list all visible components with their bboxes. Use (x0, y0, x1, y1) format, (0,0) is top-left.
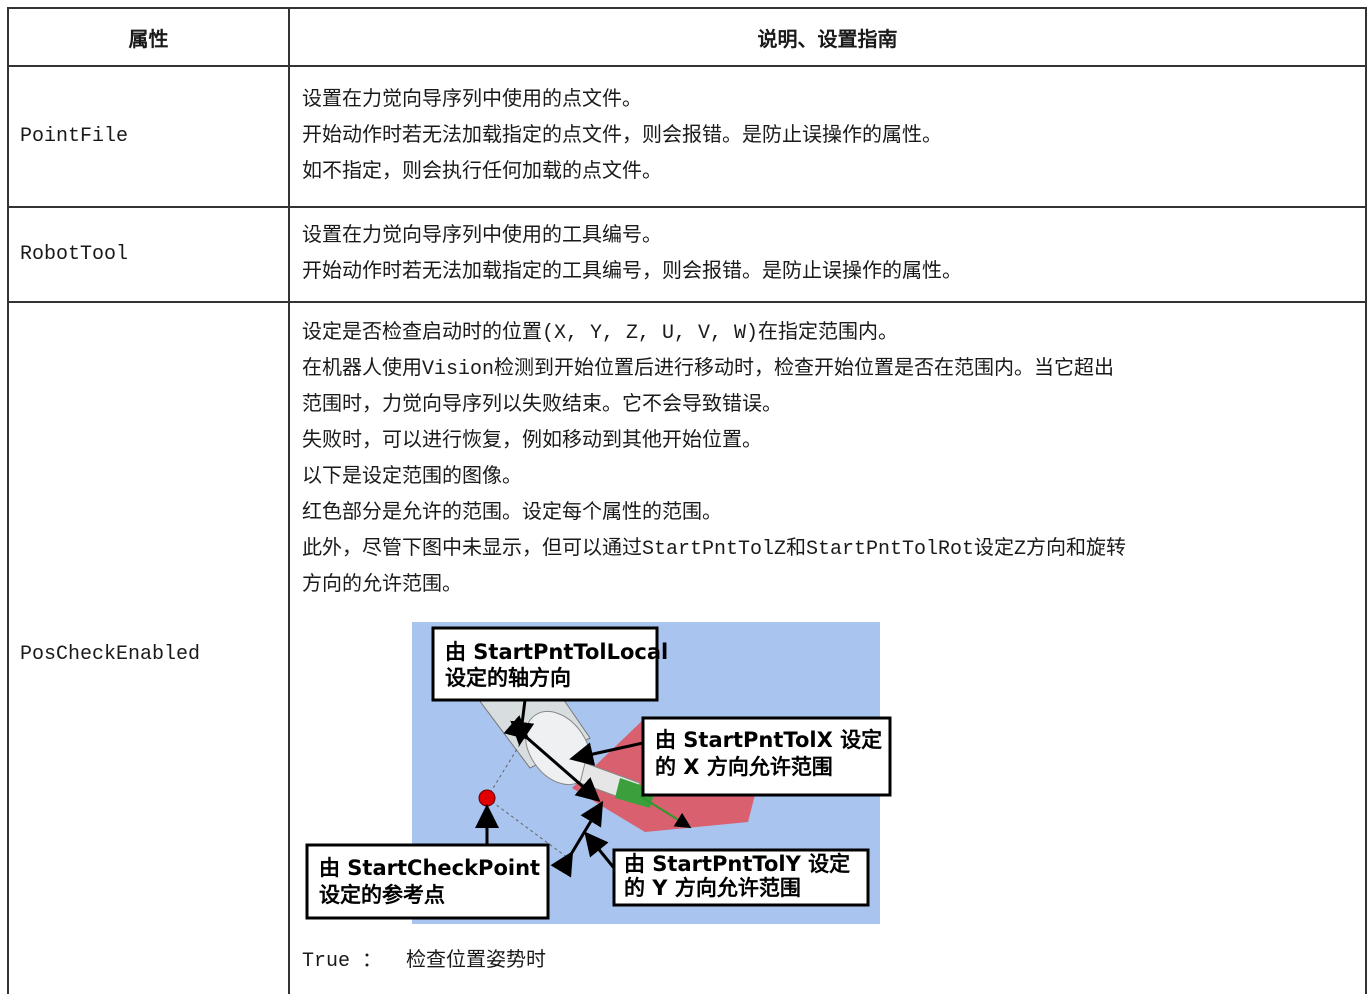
callout-text: 由 StartPntTolX 设定 (655, 728, 882, 752)
reference-point (478, 789, 496, 807)
description-line: 设定是否检查启动时的位置(X, Y, Z, U, V, W)在指定范围内。 (302, 322, 899, 345)
callout-text: 设定的参考点 (319, 883, 445, 907)
header-cell: 说明、设置指南 (288, 7, 1367, 67)
callout-box (612, 848, 870, 907)
description: 设定是否检查启动时的位置(X, Y, Z, U, V, W)在指定范围内。在机器… (302, 316, 1364, 604)
description-line: 开始动作时若无法加载指定的点文件，则会报错。是防止误操作的属性。 (302, 124, 942, 148)
description-line: 如不指定，则会执行任何加载的点文件。 (302, 160, 662, 184)
callout-box (641, 716, 892, 797)
callout-arrow (569, 741, 644, 766)
description-line: 设置在力觉向导序列中使用的工具编号。 (302, 224, 662, 248)
callout-text: 设定的轴方向 (445, 666, 571, 690)
range-figure: 由 StartPntTolLocal 设定的轴方向 由 StartPntTolX… (305, 622, 892, 924)
table-row: PointFile 设置在力觉向导序列中使用的点文件。开始动作时若无法加载指定的… (7, 65, 1367, 208)
description-cell: 设置在力觉向导序列中使用的工具编号。开始动作时若无法加载指定的工具编号，则会报错… (288, 206, 1367, 303)
description-line: 在机器人使用Vision检测到开始位置后进行移动时，检查开始位置是否在范围内。当… (302, 358, 1115, 381)
description-line: 失败时，可以进行恢复，例如移动到其他开始位置。 (302, 430, 762, 453)
x-arrow (503, 715, 601, 802)
callout-text: 由 StartPntTolLocal (445, 640, 668, 664)
description-line: True ： 检查位置姿势时 (302, 950, 547, 973)
callout-arrow (584, 831, 616, 869)
description-line: 范围时，力觉向导序列以失败结束。它不会导致错误。 (302, 394, 782, 417)
property-cell: PointFile (7, 65, 290, 208)
callout-text: 由 StartPntTolY 设定 (624, 852, 850, 876)
callout-arrow (510, 699, 535, 746)
description-line: 此外，尽管下图中未显示，但可以通过StartPntTolZ和StartPntTo… (302, 538, 1127, 561)
description: True ： 检查位置姿势时 (302, 944, 1364, 980)
header-cell: 属性 (7, 7, 290, 67)
description-line: 红色部分是允许的范围。设定每个属性的范围。 (302, 502, 722, 525)
header-row: 属性 说明、设置指南 (7, 7, 1367, 67)
y-arrow (550, 800, 604, 878)
description-line: 以下是设定范围的图像。 (302, 466, 522, 489)
property-cell: PosCheckEnabled (7, 301, 290, 994)
callout-text: 的 X 方向允许范围 (655, 755, 833, 779)
callout-box (431, 626, 659, 702)
callout-text: 的 Y 方向允许范围 (624, 876, 801, 900)
description-line: 设置在力觉向导序列中使用的点文件。 (302, 88, 642, 112)
description-cell: 设置在力觉向导序列中使用的点文件。开始动作时若无法加载指定的点文件，则会报错。是… (288, 65, 1367, 208)
callout-box (305, 843, 550, 920)
callout-text: 由 StartCheckPoint (319, 856, 540, 880)
property-cell: RobotTool (7, 206, 290, 303)
table-row: RobotTool 设置在力觉向导序列中使用的工具编号。开始动作时若无法加载指定… (7, 206, 1367, 303)
description-line: 开始动作时若无法加载指定的工具编号，则会报错。是防止误操作的属性。 (302, 260, 962, 284)
description-line: 方向的允许范围。 (302, 574, 462, 597)
